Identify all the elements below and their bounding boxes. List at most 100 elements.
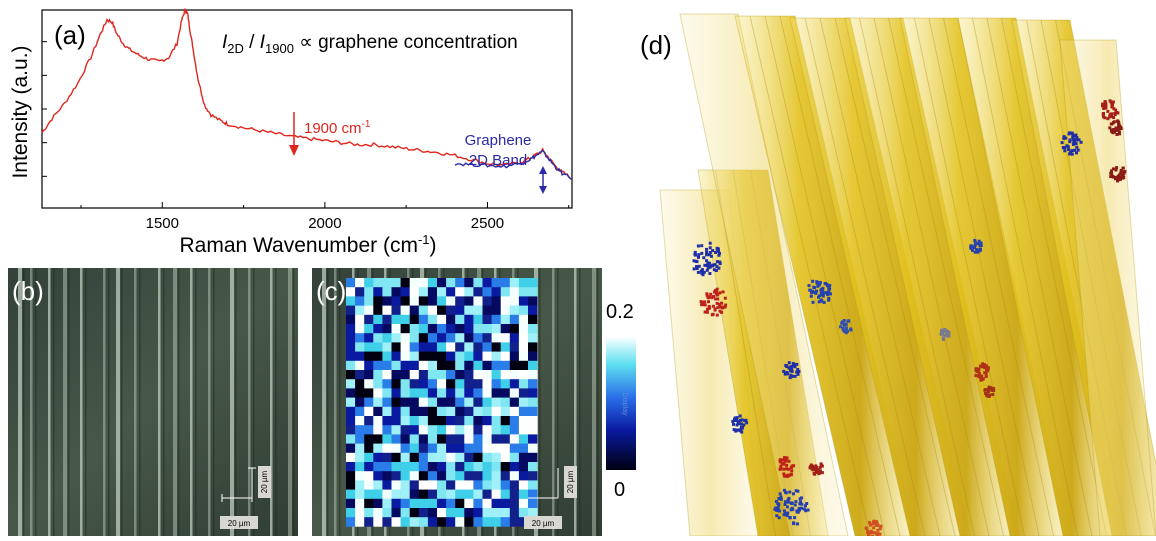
ratio-pixel (418, 443, 429, 454)
ratio-pixel (500, 287, 511, 297)
ratio-pixel (518, 416, 529, 426)
fiber-stripe (334, 268, 337, 536)
ratio-pixel (400, 342, 410, 352)
ratio-pixel (400, 462, 410, 472)
ratio-pixel (427, 278, 438, 288)
graphene-cluster-voxel (1114, 168, 1118, 172)
ratio-pixel (482, 517, 492, 527)
ratio-pixel (364, 278, 374, 288)
ratio-pixel (346, 498, 356, 509)
ratio-pixel (482, 333, 492, 343)
ratio-pixel (491, 324, 501, 334)
ratio-pixel (455, 324, 465, 334)
ratio-pixel (464, 296, 474, 306)
graphene-cluster-voxel (784, 474, 788, 478)
ratio-pixel (382, 462, 392, 472)
ratio-pixel (409, 508, 420, 518)
ratio-pixel (464, 471, 474, 481)
ratio-pixel (509, 508, 520, 518)
graphene-cluster-voxel (1075, 136, 1079, 140)
ratio-pixel (427, 425, 438, 435)
graphene-cluster-voxel (811, 468, 815, 472)
scale-v-box-c (564, 466, 577, 498)
ratio-pixel (409, 351, 420, 362)
ratio-pixel (391, 406, 401, 417)
graphene-cluster-voxel (692, 267, 696, 271)
graphene-cluster-voxel (731, 419, 735, 423)
graphene-cluster-voxel (790, 469, 794, 473)
ratio-pixel (391, 351, 401, 362)
graphene-cluster-voxel (876, 528, 880, 532)
ratio-pixel (382, 278, 392, 288)
ratio-pixel (400, 434, 410, 444)
graphene-cluster-voxel (806, 508, 810, 512)
ratio-pixel (528, 443, 538, 454)
graphene-cluster-voxel (842, 323, 846, 327)
graphene-cluster-voxel (786, 500, 790, 504)
ratio-pixel (464, 498, 474, 509)
graphene-cluster-voxel (822, 291, 826, 295)
ratio-pixel (409, 305, 420, 316)
graphene-cluster-voxel (723, 305, 727, 309)
graphene-cluster-voxel (1071, 133, 1075, 137)
ratio-pixel (355, 324, 365, 334)
graphene-cluster-voxel (798, 508, 801, 512)
ratio-pixel (364, 370, 374, 380)
graphene-cluster-voxel (985, 368, 989, 372)
ratio-pixel (509, 296, 520, 306)
graphene-cluster-voxel (1111, 121, 1115, 125)
graphene-cluster-voxel (1109, 100, 1113, 104)
graphene-cluster-voxel (867, 533, 870, 537)
x-tick-label: 2000 (308, 215, 341, 232)
scale-bar-group-c: 20 µm 20 µm (524, 466, 577, 529)
graphene-cluster-voxel (987, 388, 991, 392)
graphene-cluster-voxel (733, 418, 736, 421)
ratio-pixel (355, 287, 365, 297)
graphene-cluster-voxel (705, 310, 709, 314)
ratio-pixel (373, 305, 383, 316)
ratio-pixel (355, 314, 365, 325)
graphene-cluster-voxel (714, 291, 718, 295)
graphene-cluster-voxel (872, 520, 876, 524)
graphene-cluster-voxel (1114, 176, 1118, 180)
graphene-cluster-voxel (714, 269, 718, 272)
ratio-pixel (437, 471, 447, 481)
graphene-cluster-voxel (793, 374, 797, 378)
ratio-pixel (491, 351, 501, 362)
ratio-pixel (518, 517, 529, 527)
ratio-pixel (400, 333, 410, 343)
ratio-pixel (355, 296, 365, 306)
graphene-cluster-voxel (992, 386, 996, 390)
ratio-pixel (437, 305, 447, 316)
ratio-pixel (364, 480, 374, 490)
ratio-pixel (346, 416, 356, 426)
graphene-cluster-voxel (807, 284, 811, 288)
ratio-pixel (473, 388, 483, 398)
graphene-cluster-voxel (716, 306, 720, 310)
ratio-pixel (509, 370, 520, 380)
ratio-pixel (409, 324, 420, 334)
graphene-cluster-voxel (695, 267, 699, 270)
ratio-pixel (382, 342, 392, 352)
graphene-cluster-voxel (711, 304, 715, 308)
ratio-pixel (528, 360, 538, 371)
graphene-cluster-voxel (803, 504, 807, 508)
ratio-pixel (455, 287, 465, 297)
graphene-cluster-voxel (703, 300, 707, 304)
ratio-pixel (409, 360, 420, 371)
graphene-cluster-voxel (868, 523, 872, 527)
ratio-pixel (509, 425, 520, 435)
ratio-pixel (473, 471, 483, 481)
fiber-stripe (230, 268, 234, 536)
ratio-pixel (346, 314, 356, 325)
ratio-pixel (473, 406, 483, 417)
graphene-cluster-voxel (1111, 100, 1115, 104)
ratio-pixel (437, 416, 447, 426)
ratio-pixel (482, 388, 492, 398)
ratio-pixel (427, 452, 438, 463)
graphene-cluster-voxel (973, 250, 977, 254)
graphene-cluster-voxel (737, 420, 740, 424)
graphene-cluster-voxel (979, 375, 983, 379)
graphene-cluster-voxel (820, 471, 824, 475)
graphene-cluster-voxel (1068, 138, 1072, 142)
